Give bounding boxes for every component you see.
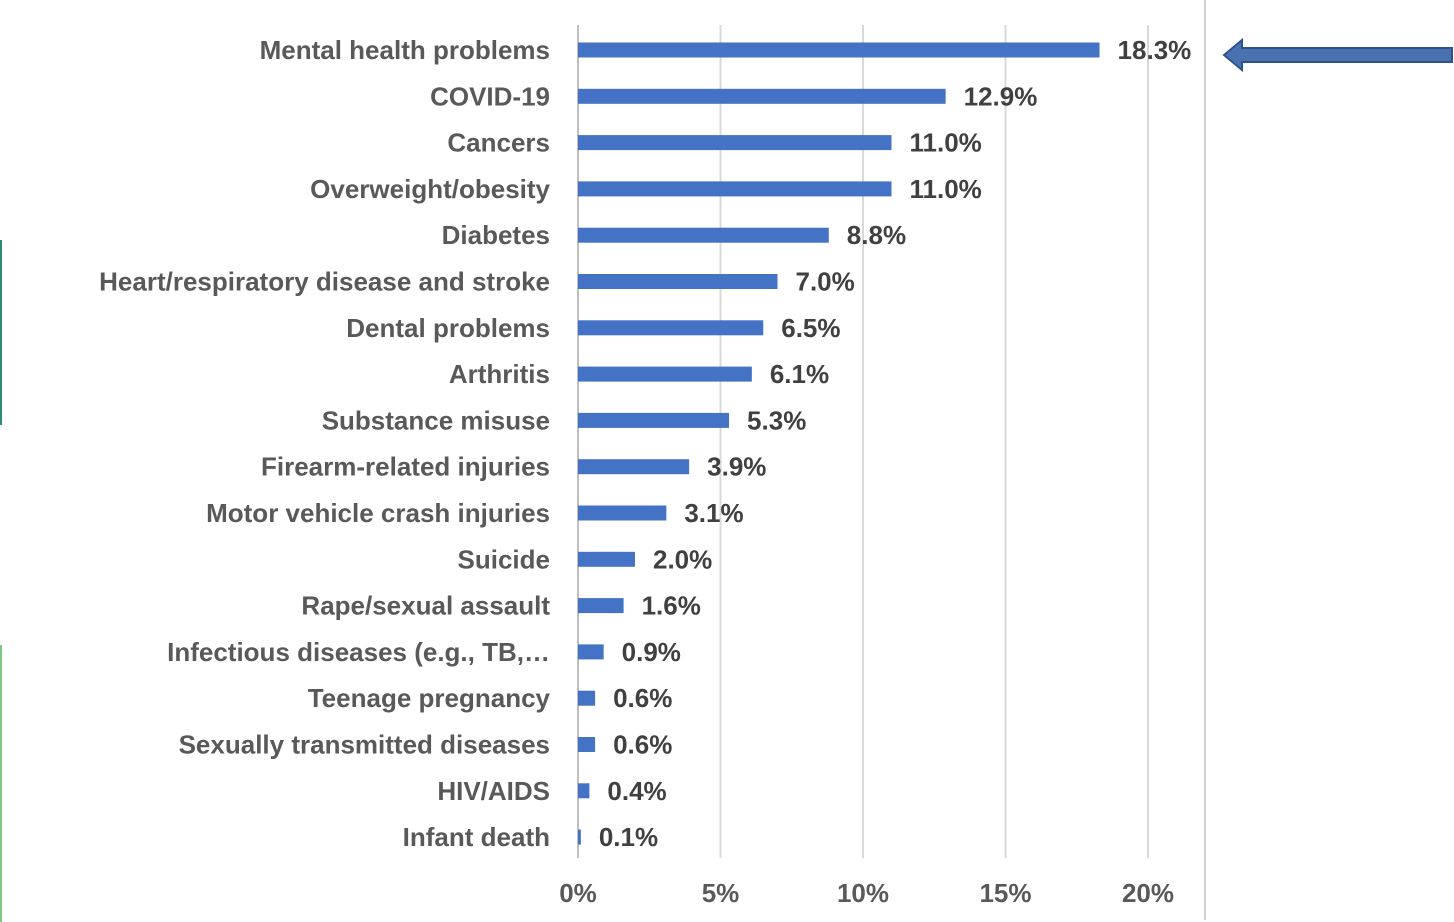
gridlines — [577, 25, 1149, 858]
bar — [578, 829, 581, 845]
bar — [578, 737, 596, 752]
category-label: Infant death — [403, 822, 550, 852]
bar — [578, 505, 667, 521]
bar — [578, 598, 624, 614]
arrow-shape — [1222, 37, 1453, 73]
value-labels: 18.3%12.9%11.0%11.0%8.8%7.0%6.5%6.1%5.3%… — [599, 35, 1191, 852]
category-label: Motor vehicle crash injuries — [206, 498, 550, 528]
category-label: Diabetes — [442, 220, 550, 250]
bar — [578, 88, 946, 104]
left-accent-line — [0, 645, 2, 922]
category-label: Arthritis — [449, 359, 550, 389]
x-tick-label: 15% — [979, 878, 1031, 908]
data-label: 3.1% — [684, 498, 743, 528]
bar — [578, 366, 752, 382]
category-label: Rape/sexual assault — [301, 591, 550, 621]
highlight-arrow-icon — [1222, 37, 1453, 73]
category-label: Firearm-related injuries — [261, 452, 550, 482]
data-label: 0.9% — [622, 637, 681, 667]
data-label: 8.8% — [847, 220, 906, 250]
category-label: Dental problems — [346, 313, 550, 343]
category-label: Infectious diseases (e.g., TB,… — [167, 637, 550, 667]
data-label: 2.0% — [653, 544, 712, 574]
x-tick-label: 10% — [837, 878, 889, 908]
bar — [578, 320, 764, 336]
data-label: 0.4% — [607, 776, 666, 806]
data-label: 11.0% — [910, 174, 982, 204]
data-label: 3.9% — [707, 452, 766, 482]
bar — [578, 459, 690, 475]
bar — [578, 690, 596, 706]
bars — [578, 42, 1100, 845]
bar — [578, 227, 829, 243]
category-label: HIV/AIDS — [437, 776, 550, 806]
x-tick-labels: 0% 5% 10% 15% 20% — [559, 878, 1174, 908]
category-label: Substance misuse — [322, 405, 550, 435]
category-label: Mental health problems — [260, 35, 550, 65]
category-labels: Mental health problems COVID-19 Cancers Ove… — [99, 35, 550, 852]
data-label: 0.1% — [599, 822, 658, 852]
category-label: Sexually transmitted diseases — [179, 730, 550, 760]
data-label: 5.3% — [747, 405, 806, 435]
bar — [578, 783, 590, 799]
data-label: 12.9% — [964, 81, 1038, 111]
data-label: 0.6% — [613, 683, 672, 713]
x-tick-label: 20% — [1122, 878, 1174, 908]
data-label: 0.6% — [613, 730, 672, 760]
category-label: Cancers — [447, 128, 550, 158]
category-label: COVID-19 — [430, 81, 550, 111]
data-label: 6.5% — [781, 313, 840, 343]
data-label: 6.1% — [770, 359, 829, 389]
bar — [578, 412, 730, 428]
chart-frame — [1204, 0, 1206, 920]
data-label: 18.3% — [1118, 35, 1192, 65]
data-label: 1.6% — [642, 591, 701, 621]
bar — [578, 644, 604, 660]
category-label: Teenage pregnancy — [308, 683, 551, 713]
left-accent-line — [0, 240, 2, 425]
category-label: Heart/respiratory disease and stroke — [99, 267, 550, 297]
bar — [578, 181, 892, 197]
category-label: Overweight/obesity — [310, 174, 550, 204]
bar — [578, 135, 892, 151]
data-label: 11.0% — [910, 128, 982, 158]
category-label: Suicide — [458, 544, 550, 574]
data-label: 7.0% — [796, 267, 855, 297]
x-tick-label: 5% — [702, 878, 740, 908]
bar — [578, 42, 1100, 58]
x-tick-label: 0% — [559, 878, 597, 908]
bar — [578, 551, 635, 567]
bar — [578, 274, 778, 289]
